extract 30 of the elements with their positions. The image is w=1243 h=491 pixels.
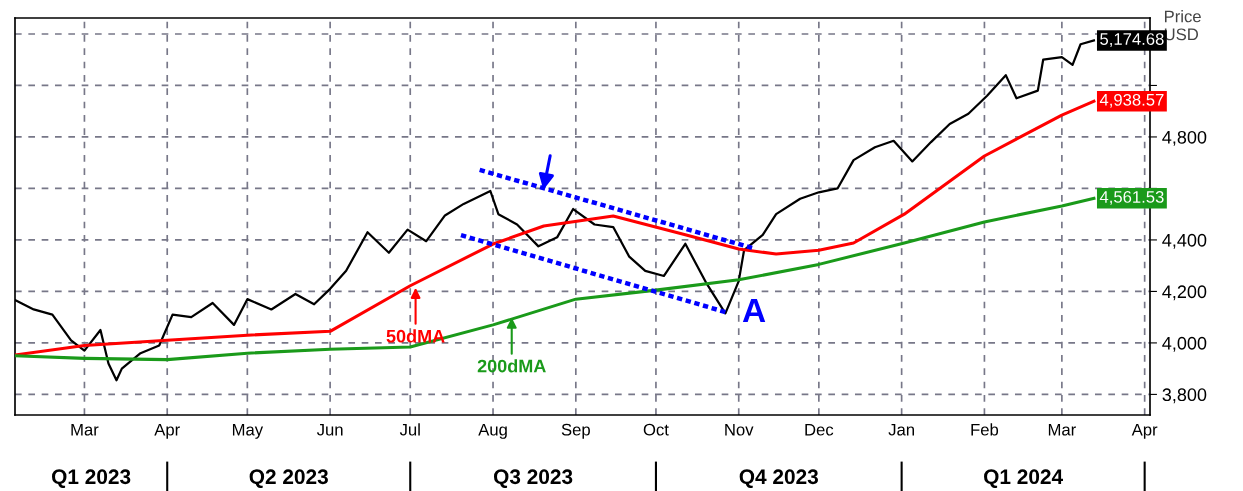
y-tick-label: 4,200 [1162,285,1207,301]
x-tick-label: Feb [971,423,999,436]
x-tick-label: Jan [888,423,914,436]
x-tick-label: Aug [478,423,507,439]
x-tick-label: Jul [399,423,420,436]
x-tick-label: Mar [71,423,99,436]
text: Q1 2024 [984,469,1063,489]
text: Q3 2023 [493,469,573,489]
annotation: A [742,298,766,322]
x-tick-label: Apr [1131,423,1158,439]
y-tick-label: 3,800 [1162,388,1207,404]
x-tick-label: Oct [643,423,669,436]
x-tick-label: Dec [805,423,834,436]
x-tick-label: Jun [316,423,343,436]
text: Q4 2023 [739,469,818,489]
data-label: 5,174.68 [1100,33,1164,47]
x-tick-label: Apr [154,423,180,439]
x-tick-label: Nov [725,423,754,436]
text: Q1 2023 [52,469,131,489]
data-label: 4,561.53 [1099,191,1164,205]
data-label: 4,938.57 [1099,93,1164,108]
x-tick-label: Sep [561,423,590,439]
x-tick-label: May [232,423,264,439]
y-tick-label: 4,400 [1162,233,1207,249]
x-tick-label: Mar [1048,423,1076,436]
y-tick-label: 4,800 [1162,130,1207,146]
annotation: 50dMA [386,329,445,343]
annotation: 200dMA [477,359,546,373]
y-tick-label: 4,000 [1162,336,1207,352]
text: Q2 2023 [249,469,328,489]
